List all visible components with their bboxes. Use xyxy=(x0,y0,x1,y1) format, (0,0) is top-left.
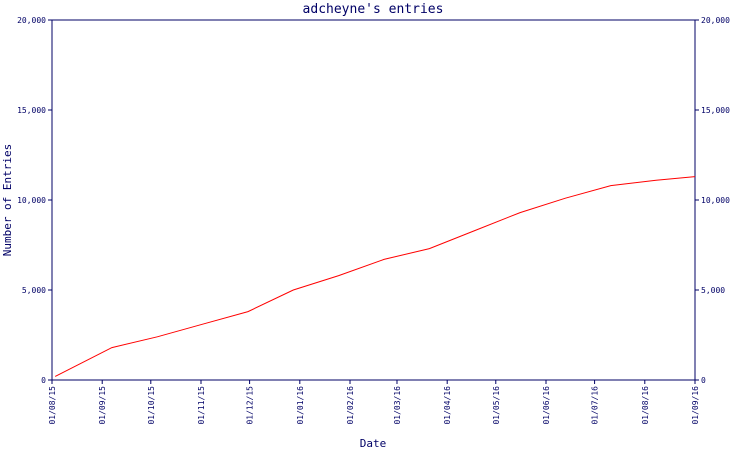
y2-tick-label: 5,000 xyxy=(701,286,725,295)
x-tick-label: 01/12/15 xyxy=(246,386,255,425)
x-tick-label: 01/07/16 xyxy=(591,386,600,425)
x-tick-label: 01/04/16 xyxy=(443,386,452,425)
x-tick-label: 01/09/15 xyxy=(98,386,107,425)
x-tick-label: 01/05/16 xyxy=(492,386,501,425)
x-tick-label: 01/03/16 xyxy=(393,386,402,425)
y2-tick-label: 15,000 xyxy=(701,106,730,115)
y-tick-label: 5,000 xyxy=(22,286,46,295)
y-tick-label: 15,000 xyxy=(17,106,46,115)
y2-tick-label: 20,000 xyxy=(701,16,730,25)
x-tick-label: 01/08/15 xyxy=(48,386,57,425)
y2-tick-label: 0 xyxy=(701,376,706,385)
x-tick-label: 01/10/15 xyxy=(147,386,156,425)
y-tick-label: 20,000 xyxy=(17,16,46,25)
x-axis-title: Date xyxy=(360,437,387,450)
x-tick-label: 01/08/16 xyxy=(641,386,650,425)
y-axis-title: Number of Entries xyxy=(1,144,14,257)
data-line xyxy=(54,176,696,377)
y2-tick-label: 10,000 xyxy=(701,196,730,205)
y-tick-label: 10,000 xyxy=(17,196,46,205)
x-tick-label: 01/09/16 xyxy=(691,386,700,425)
x-tick-label: 01/01/16 xyxy=(296,386,305,425)
y-tick-label: 0 xyxy=(41,376,46,385)
chart-title: adcheyne's entries xyxy=(303,2,444,17)
plot-frame xyxy=(51,19,696,381)
x-tick-label: 01/06/16 xyxy=(542,386,551,425)
x-tick-label: 01/02/16 xyxy=(346,386,355,425)
x-tick-label: 01/11/15 xyxy=(197,386,206,425)
